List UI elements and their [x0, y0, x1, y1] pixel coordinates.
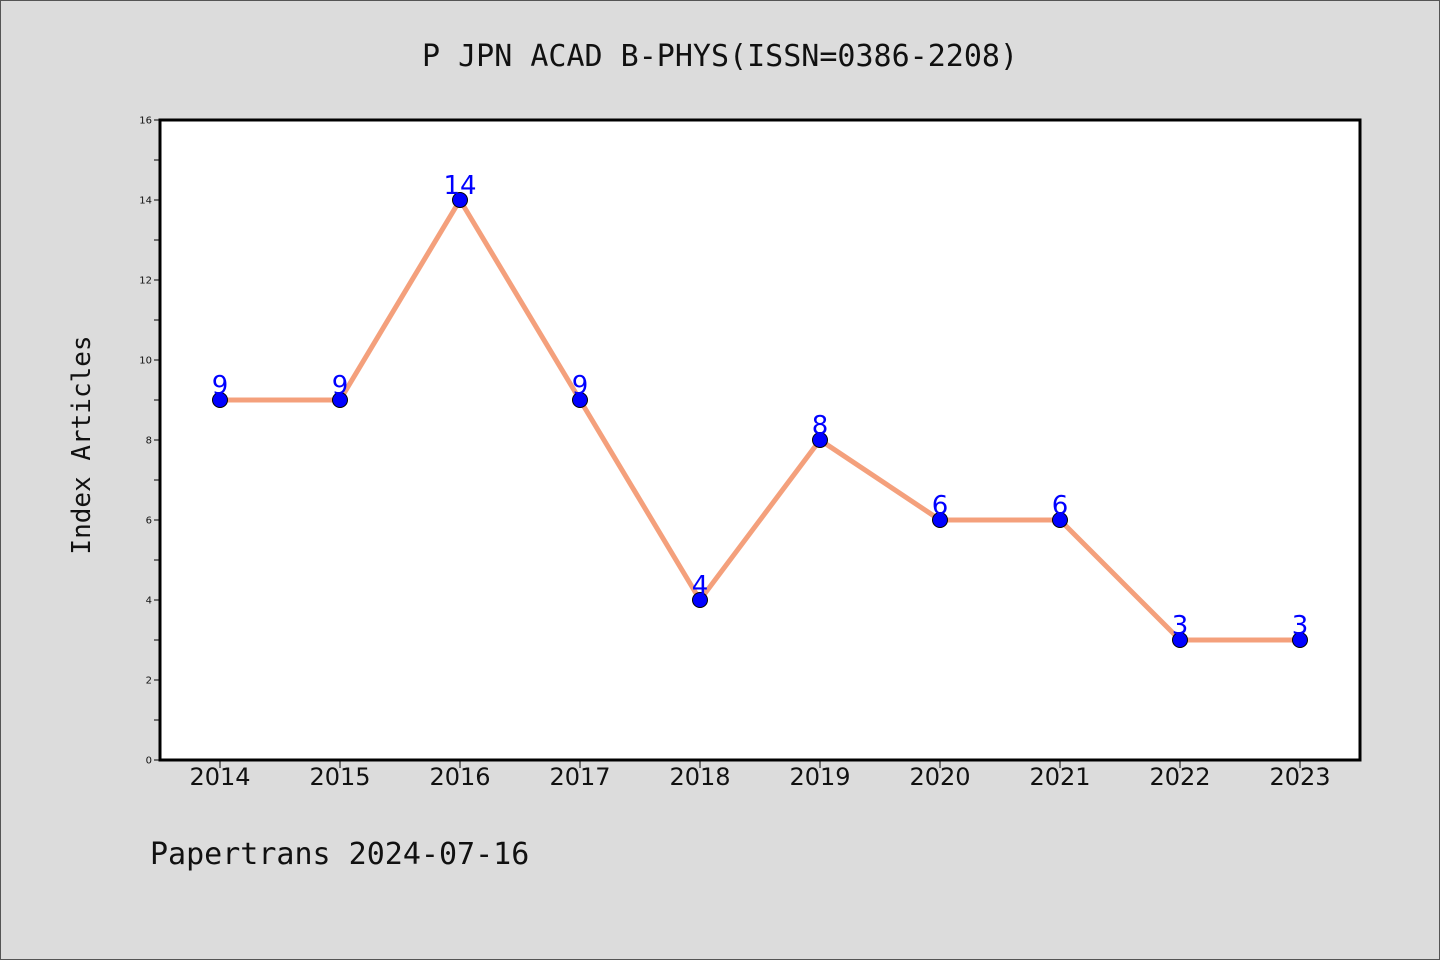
footer-credit: Papertrans 2024-07-16: [150, 837, 529, 872]
x-tick-label: 2015: [309, 763, 370, 791]
data-label: 9: [332, 371, 349, 401]
y-tick-label: 4: [146, 596, 152, 607]
data-point: [572, 392, 588, 408]
x-tick-label: 2017: [549, 763, 610, 791]
data-label: 3: [1172, 611, 1189, 641]
y-tick-label: 16: [139, 116, 152, 127]
y-tick-label: 8: [146, 436, 152, 447]
data-label: 4: [692, 571, 709, 601]
y-tick-label: 14: [139, 196, 152, 207]
y-tick-label: 2: [146, 676, 152, 687]
x-tick-label: 2019: [789, 763, 850, 791]
series-line: [220, 197, 1300, 643]
chart-title: P JPN ACAD B-PHYS(ISSN=0386-2208): [422, 39, 1018, 74]
y-axis: 0 2 4 6 8 10 12 14 16: [139, 116, 160, 767]
data-points: [212, 192, 1308, 648]
data-point: [932, 512, 948, 528]
y-tick-label: 0: [146, 756, 152, 767]
x-tick-label: 2020: [909, 763, 970, 791]
x-tick-label: 2021: [1029, 763, 1090, 791]
x-axis: 2014 2015 2016 2017 2018 2019 2020 2021 2022 2023: [189, 760, 1331, 791]
y-tick-label: 10: [139, 356, 152, 367]
data-point: [452, 192, 468, 208]
data-label: 8: [812, 411, 829, 441]
data-label: 3: [1292, 611, 1309, 641]
data-point: [692, 592, 708, 608]
data-point: [1172, 632, 1188, 648]
data-label: 6: [1052, 491, 1069, 521]
data-label: 9: [212, 371, 229, 401]
x-tick-label: 2016: [429, 763, 490, 791]
x-tick-label: 2022: [1149, 763, 1210, 791]
x-tick-label: 2023: [1269, 763, 1330, 791]
y-axis-label: Index Articles: [67, 335, 97, 554]
data-label: 9: [572, 371, 589, 401]
data-point: [212, 392, 228, 408]
series-line-group: [220, 197, 1300, 643]
data-label: 14: [443, 171, 476, 201]
data-label: 6: [932, 491, 949, 521]
x-tick-label: 2018: [669, 763, 730, 791]
data-labels: 9 9 14 9 4 8 6 6 3 3: [212, 171, 1309, 641]
plot-area: [158, 118, 1362, 762]
x-tick-label: 2014: [189, 763, 250, 791]
data-point: [812, 432, 828, 448]
data-point: [1292, 632, 1308, 648]
y-tick-label: 6: [146, 516, 152, 527]
y-tick-label: 12: [139, 276, 152, 287]
data-point: [1052, 512, 1068, 528]
data-point: [332, 392, 348, 408]
